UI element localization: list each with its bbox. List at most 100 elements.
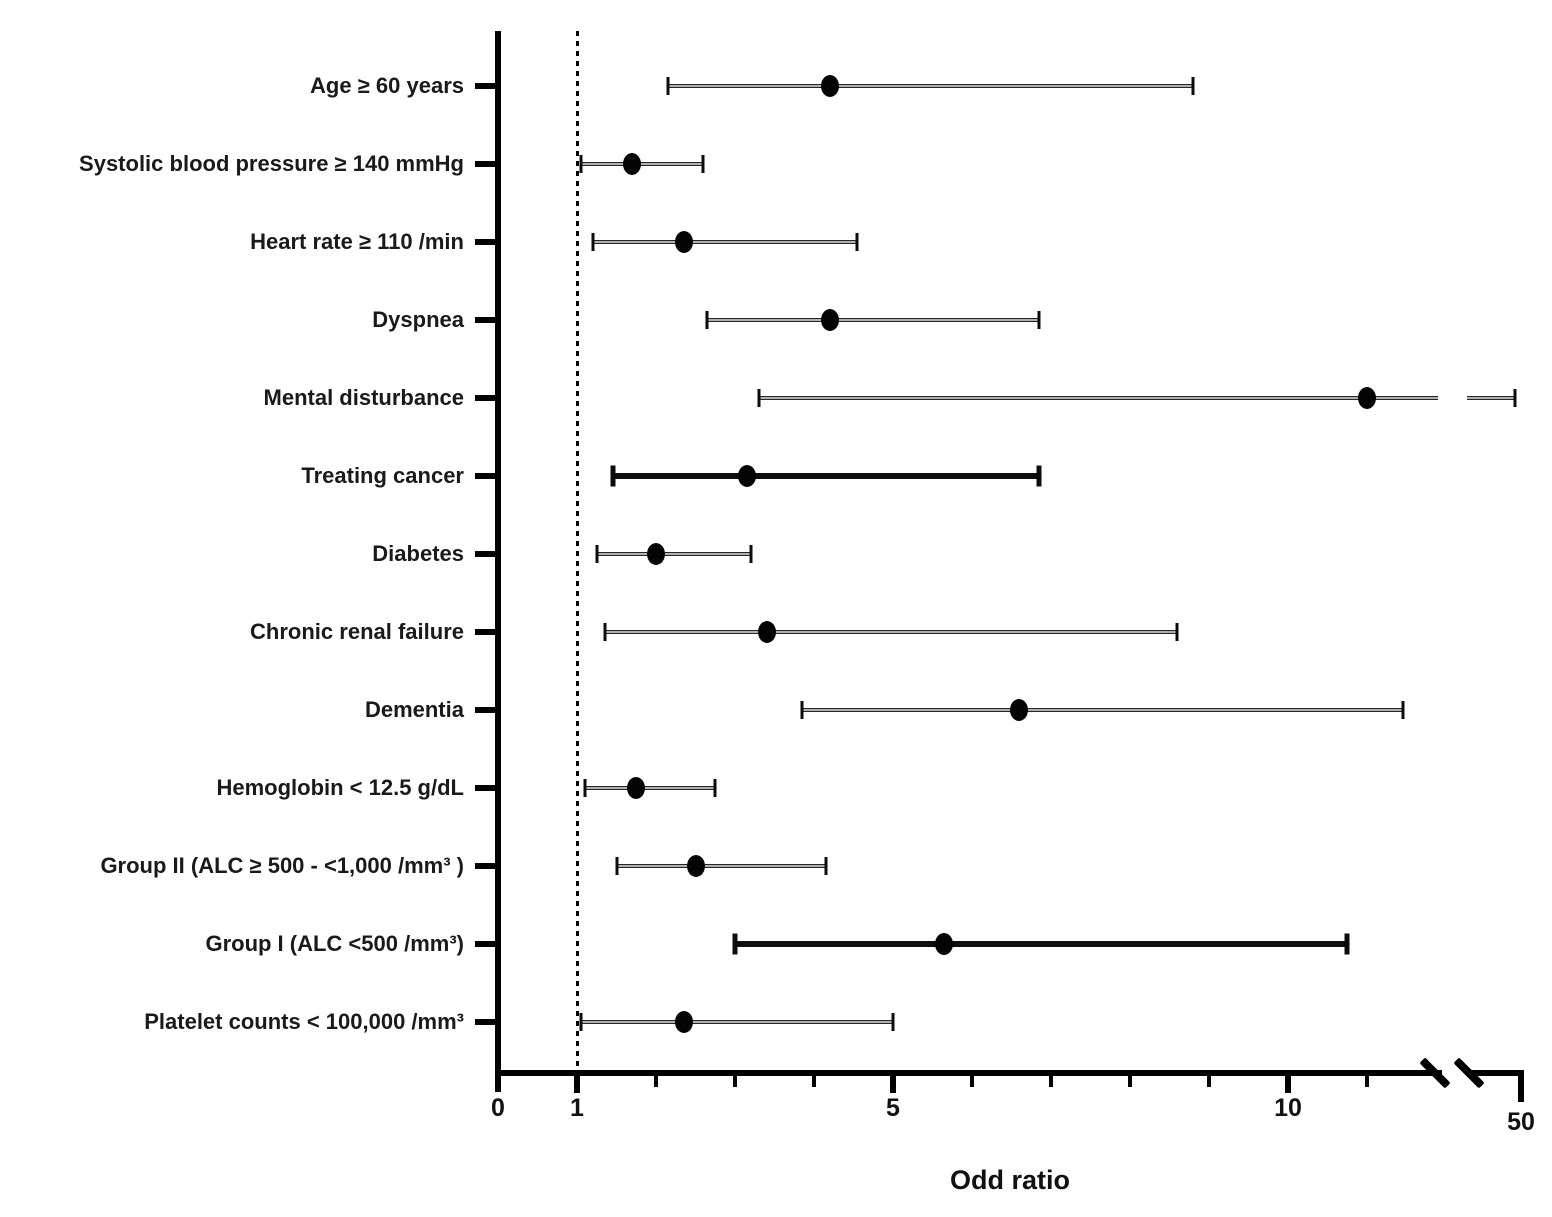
y-axis-row-tick	[475, 239, 495, 245]
point-marker	[686, 855, 705, 877]
x-axis-minor-tick	[812, 1073, 816, 1087]
y-axis-row-tick	[475, 707, 495, 713]
x-tick-label: 0	[491, 1094, 505, 1122]
x-axis-minor-tick	[970, 1073, 974, 1087]
ci-bar	[580, 1020, 893, 1024]
point-marker	[674, 231, 693, 253]
ci-lower-cap	[595, 545, 599, 563]
y-axis-row-tick	[475, 785, 495, 791]
ci-bar	[802, 708, 1403, 712]
row-label: Group I (ALC <500 /mm³)	[205, 931, 464, 956]
ci-upper-cap	[701, 155, 705, 173]
ci-bar	[592, 240, 858, 244]
y-axis	[495, 31, 501, 1092]
ci-bar	[612, 473, 1040, 479]
point-marker	[737, 465, 756, 487]
ci-lower-cap	[757, 389, 761, 407]
y-axis-row-tick	[475, 1019, 495, 1025]
x-axis-major-tick	[890, 1073, 896, 1093]
ci-bar	[1467, 396, 1515, 400]
row-label: Dyspnea	[372, 307, 464, 332]
row-label: Hemoglobin < 12.5 g/dL	[216, 775, 464, 800]
ci-lower-cap	[610, 465, 616, 487]
row-label: Platelet counts < 100,000 /mm³	[144, 1009, 464, 1034]
y-axis-row-tick	[475, 317, 495, 323]
ci-bar	[667, 84, 1194, 88]
point-marker	[1358, 387, 1376, 409]
ci-bar	[616, 864, 826, 868]
row-label: Systolic blood pressure ≥ 140 mmHg	[79, 151, 464, 176]
x-axis-minor-tick	[733, 1073, 737, 1087]
ci-upper-cap	[1401, 701, 1405, 719]
row-label: Age ≥ 60 years	[310, 73, 464, 98]
ci-lower-cap	[732, 933, 738, 955]
ci-lower-cap	[615, 857, 618, 875]
ci-upper-cap	[1036, 465, 1042, 487]
ci-lower-cap	[583, 779, 587, 797]
ci-lower-cap	[579, 1013, 583, 1031]
x-axis-minor-tick	[1365, 1073, 1369, 1087]
y-axis-row-tick	[475, 863, 495, 869]
ci-bar	[604, 630, 1178, 634]
point-marker	[674, 1011, 693, 1033]
x-tick-label: 50	[1507, 1108, 1535, 1136]
y-axis-row-tick	[475, 551, 495, 557]
row-label: Dementia	[364, 697, 464, 722]
x-axis-main-segment	[495, 1070, 1442, 1076]
point-marker	[1010, 699, 1029, 721]
row-label: Diabetes	[372, 541, 464, 566]
ci-bar	[596, 552, 751, 556]
y-axis-row-tick	[475, 83, 495, 89]
ci-upper-cap	[1513, 389, 1517, 407]
point-marker	[627, 777, 646, 799]
ci-lower-cap	[666, 77, 670, 95]
ci-lower-cap	[800, 701, 804, 719]
ci-upper-cap	[855, 233, 859, 251]
ci-lower-cap	[603, 623, 607, 641]
ci-lower-cap	[579, 155, 583, 173]
ci-bar	[758, 396, 1438, 400]
ci-upper-cap	[713, 779, 717, 797]
ci-bar	[707, 318, 1040, 322]
ci-upper-cap	[1191, 77, 1195, 95]
ci-upper-cap	[1037, 311, 1041, 329]
reference-line	[576, 31, 579, 1073]
x-axis-far-segment	[1471, 1070, 1524, 1076]
row-label: Heart rate ≥ 110 /min	[250, 229, 464, 254]
point-marker	[647, 543, 665, 565]
x-axis-minor-tick	[1049, 1073, 1053, 1087]
ci-lower-cap	[591, 233, 595, 251]
ci-upper-cap	[749, 545, 753, 563]
x-axis-minor-tick	[1128, 1073, 1132, 1087]
row-label: Group II (ALC ≥ 500 - <1,000 /mm³ )	[100, 853, 464, 878]
y-axis-row-tick	[475, 395, 495, 401]
x-axis-major-tick	[1285, 1073, 1291, 1093]
x-tick-label: 10	[1274, 1094, 1302, 1122]
x-axis-end-tick	[1518, 1070, 1524, 1102]
point-marker	[820, 309, 839, 331]
row-label: Chronic renal failure	[250, 619, 464, 644]
point-marker	[623, 153, 642, 175]
ci-upper-cap	[1175, 623, 1179, 641]
x-axis-title: Odd ratio	[950, 1165, 1070, 1195]
ci-upper-cap	[824, 857, 828, 875]
y-axis-row-tick	[475, 629, 495, 635]
point-marker	[757, 621, 776, 643]
row-label: Mental disturbance	[263, 385, 464, 410]
x-axis-minor-tick	[1207, 1073, 1211, 1087]
point-marker	[820, 75, 839, 97]
ci-upper-cap	[1344, 933, 1350, 955]
x-tick-label: 1	[570, 1094, 584, 1122]
x-axis-major-tick	[574, 1073, 580, 1093]
ci-upper-cap	[891, 1013, 895, 1031]
ci-lower-cap	[705, 311, 709, 329]
x-tick-label: 5	[886, 1094, 900, 1122]
row-label: Treating cancer	[301, 463, 464, 488]
y-axis-row-tick	[475, 473, 495, 479]
ci-bar	[735, 941, 1348, 947]
y-axis-row-tick	[475, 161, 495, 167]
point-marker	[935, 933, 954, 955]
y-axis-row-tick	[475, 941, 495, 947]
